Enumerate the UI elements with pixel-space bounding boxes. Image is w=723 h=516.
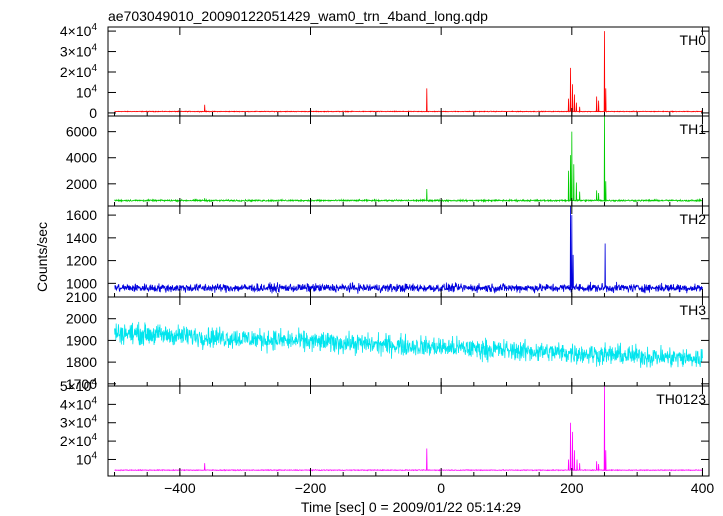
y-tick-label: 1200 xyxy=(66,253,97,269)
y-tick-label: 2000 xyxy=(66,176,97,192)
y-tick-label: 2000 xyxy=(66,311,97,327)
y-tick-label: 4×104 xyxy=(60,395,98,412)
y-tick-label: 1800 xyxy=(66,354,97,370)
x-axis: −400 −200 0 200 400 xyxy=(164,480,714,496)
panel-th3: 1700 1800 1900 2000 2100 TH3 xyxy=(66,289,710,392)
panel-label: TH1 xyxy=(680,121,707,137)
y-tick-label: 5×104 xyxy=(60,377,98,394)
x-tick-label: 400 xyxy=(691,480,715,496)
panel-frame xyxy=(107,115,710,207)
y-tick-label: 1400 xyxy=(66,230,97,246)
y-tick-label: 3×104 xyxy=(60,43,98,60)
y-axis-label: Counts/sec xyxy=(34,222,50,292)
y-tick-label: 4×104 xyxy=(60,22,98,39)
panel-frame xyxy=(107,205,710,298)
panel-th0: 0 104 2×104 3×104 4×104 TH0 xyxy=(60,22,710,121)
y-tick-label: 0 xyxy=(89,105,97,121)
y-tick-label: 1000 xyxy=(66,275,97,291)
panel-frame xyxy=(107,385,710,477)
x-tick-label: 0 xyxy=(437,480,445,496)
y-tick-label: 2×104 xyxy=(60,432,98,449)
y-tick-label: 2100 xyxy=(66,289,97,305)
series-line-th2 xyxy=(114,206,703,294)
panel-th1: 2000 4000 6000 TH1 xyxy=(66,115,710,207)
y-tick-label: 1700 xyxy=(66,376,97,392)
panel-label: TH0 xyxy=(680,32,707,48)
y-tick-label: 4000 xyxy=(66,150,97,166)
y-tick-label: 1600 xyxy=(66,207,97,223)
panel-frame xyxy=(107,26,710,117)
panel-label: TH0123 xyxy=(656,391,706,407)
x-tick-label: −400 xyxy=(164,480,196,496)
y-tick-label: 3×104 xyxy=(60,414,98,431)
panel-label: TH3 xyxy=(680,302,707,318)
x-tick-label: 200 xyxy=(560,480,584,496)
series-line-th3 xyxy=(114,321,703,368)
y-tick-label: 104 xyxy=(76,83,98,100)
series-line-th0123 xyxy=(114,386,703,472)
x-tick-label: −200 xyxy=(295,480,327,496)
y-tick-label: 2×104 xyxy=(60,63,98,80)
series-line-th0 xyxy=(114,31,703,113)
x-axis-label: Time [sec] 0 = 2009/01/22 05:14:29 xyxy=(301,499,521,515)
panel-th2: 1000 1200 1400 1600 TH2 xyxy=(66,205,710,298)
panel-label: TH2 xyxy=(680,211,707,227)
y-tick-label: 1900 xyxy=(66,332,97,348)
chart-title: ae703049010_20090122051429_wam0_trn_4ban… xyxy=(108,8,488,24)
series-line-th1 xyxy=(114,116,703,203)
y-tick-label: 6000 xyxy=(66,124,97,140)
y-tick-label: 104 xyxy=(76,450,98,467)
